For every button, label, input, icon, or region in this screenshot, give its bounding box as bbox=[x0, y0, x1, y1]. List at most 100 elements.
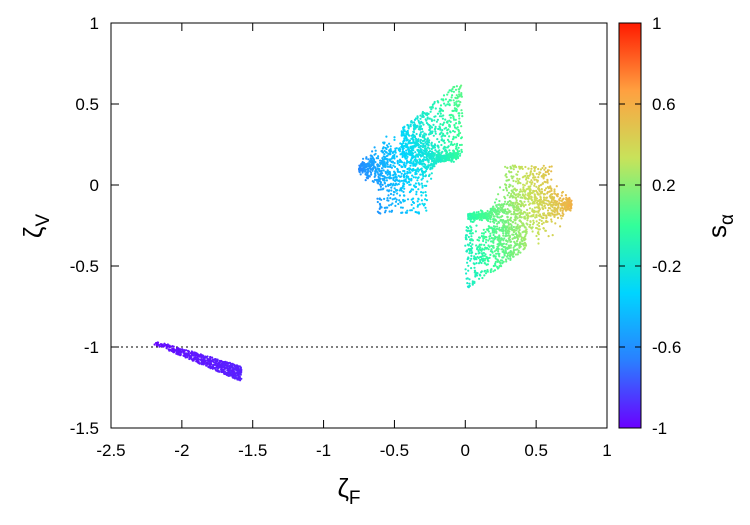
data-point bbox=[450, 96, 453, 99]
data-point bbox=[522, 230, 525, 233]
data-point bbox=[428, 117, 431, 120]
data-point bbox=[550, 220, 553, 223]
colorbar-tick-label: 0.6 bbox=[652, 95, 676, 114]
data-point bbox=[438, 154, 441, 157]
data-point bbox=[504, 258, 508, 261]
data-point bbox=[224, 360, 227, 363]
data-point bbox=[382, 155, 385, 158]
data-point bbox=[393, 170, 396, 173]
data-point bbox=[386, 163, 389, 166]
data-point bbox=[444, 157, 447, 160]
data-point bbox=[519, 251, 522, 254]
data-point bbox=[510, 171, 513, 174]
data-point bbox=[230, 374, 233, 377]
data-point bbox=[530, 182, 533, 185]
data-point bbox=[487, 244, 490, 247]
data-point bbox=[516, 170, 520, 173]
data-point bbox=[409, 123, 412, 126]
data-point bbox=[533, 194, 537, 197]
data-point bbox=[379, 177, 382, 180]
data-point bbox=[550, 218, 553, 221]
data-point bbox=[526, 180, 529, 183]
data-point bbox=[527, 167, 530, 170]
data-point bbox=[460, 93, 463, 96]
y-tick-label: -0.5 bbox=[70, 257, 99, 276]
data-point bbox=[411, 162, 414, 165]
data-point bbox=[446, 131, 449, 134]
data-point bbox=[470, 254, 473, 257]
data-point bbox=[460, 137, 463, 140]
data-point bbox=[402, 131, 405, 134]
data-point bbox=[414, 124, 417, 127]
data-point bbox=[383, 162, 386, 165]
data-point bbox=[492, 239, 495, 242]
data-point bbox=[429, 125, 432, 128]
data-point bbox=[492, 228, 495, 232]
data-point bbox=[434, 149, 437, 152]
data-point bbox=[466, 230, 469, 233]
data-point bbox=[520, 239, 524, 242]
data-point bbox=[374, 166, 377, 169]
data-point bbox=[486, 209, 489, 213]
data-point bbox=[440, 108, 443, 112]
data-point bbox=[485, 246, 489, 250]
data-point bbox=[483, 237, 486, 240]
data-point bbox=[433, 100, 436, 104]
data-point bbox=[218, 364, 221, 367]
data-point bbox=[550, 187, 553, 190]
data-point bbox=[504, 232, 507, 235]
data-point bbox=[508, 183, 511, 186]
x-tick-label: 0 bbox=[461, 441, 470, 460]
data-point bbox=[435, 160, 438, 163]
data-point bbox=[421, 163, 424, 166]
data-point bbox=[537, 242, 540, 245]
data-point bbox=[496, 258, 499, 262]
data-point bbox=[401, 150, 404, 154]
data-point bbox=[409, 171, 412, 174]
x-axis-ticks: -2.5 -2 -1.5 -1 -0.5 0 0.5 1 bbox=[96, 23, 612, 460]
data-point bbox=[418, 151, 421, 154]
data-point bbox=[233, 371, 236, 374]
data-point bbox=[533, 206, 537, 209]
data-point bbox=[523, 194, 526, 198]
data-point bbox=[479, 274, 482, 277]
data-point bbox=[562, 197, 565, 200]
data-point bbox=[191, 353, 194, 356]
data-point bbox=[417, 176, 420, 179]
data-point bbox=[487, 248, 490, 251]
data-point bbox=[515, 199, 518, 202]
data-point bbox=[393, 153, 396, 156]
data-point bbox=[492, 218, 495, 221]
data-point bbox=[540, 183, 543, 186]
data-point bbox=[440, 154, 443, 157]
data-point bbox=[413, 142, 416, 145]
data-point bbox=[221, 362, 225, 365]
data-point bbox=[209, 356, 212, 359]
data-point bbox=[502, 225, 505, 228]
data-point bbox=[506, 212, 509, 215]
data-point bbox=[511, 221, 514, 224]
data-point bbox=[456, 126, 459, 129]
data-point bbox=[484, 241, 488, 244]
data-point bbox=[171, 347, 174, 350]
data-point bbox=[415, 132, 418, 136]
data-point bbox=[499, 242, 502, 245]
data-point bbox=[458, 117, 461, 120]
data-point bbox=[376, 200, 379, 204]
data-point bbox=[386, 197, 389, 200]
data-point bbox=[423, 145, 426, 148]
data-point bbox=[408, 161, 411, 164]
data-point bbox=[388, 158, 391, 161]
data-point bbox=[450, 113, 453, 116]
data-point bbox=[391, 151, 394, 154]
data-point bbox=[532, 210, 535, 213]
data-point bbox=[423, 112, 426, 115]
data-point bbox=[389, 192, 393, 196]
data-point bbox=[389, 197, 392, 200]
data-point bbox=[433, 160, 436, 163]
data-point bbox=[413, 144, 416, 147]
data-point bbox=[414, 117, 417, 120]
data-point bbox=[444, 118, 447, 121]
data-point bbox=[179, 353, 182, 356]
data-point bbox=[504, 183, 507, 186]
